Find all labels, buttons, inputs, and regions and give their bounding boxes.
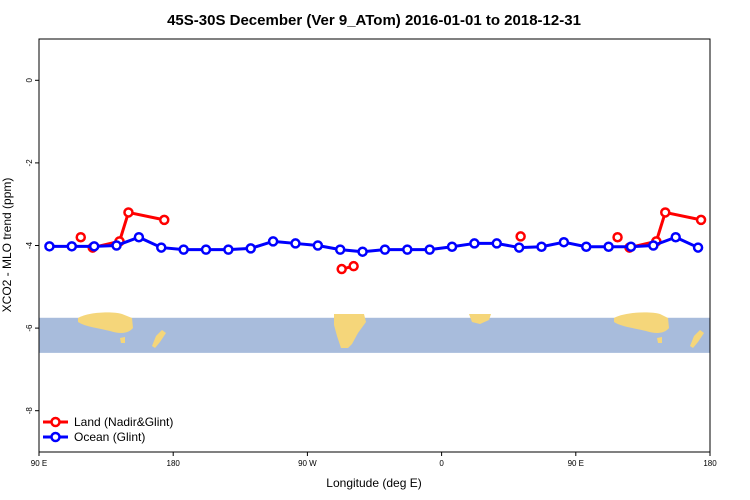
ocean-point [312, 240, 324, 251]
series-ocean [44, 231, 704, 257]
ocean-point [402, 244, 413, 255]
x-tick-label: 90 E [568, 459, 584, 468]
ocean-point [424, 244, 435, 255]
x-tick-label: 90 W [298, 459, 317, 468]
y-tick-label: -4 [25, 241, 34, 249]
land-point [612, 231, 623, 243]
x-tick-label: 90 E [31, 459, 47, 468]
ocean-point [357, 246, 368, 257]
ocean-point [513, 242, 525, 253]
x-tick-label: 180 [703, 459, 717, 468]
ocean-point [491, 238, 503, 249]
ocean-point [446, 241, 458, 252]
x-axis-label: Longitude (deg E) [326, 476, 421, 490]
ocean-point [670, 231, 681, 243]
ocean-point [334, 244, 346, 255]
new-zealand-landmass-repeat [690, 330, 704, 348]
legend: Land (Nadir&Glint) Ocean (Glint) [43, 415, 173, 444]
south-america-landmass [334, 314, 366, 348]
y-axis: 0 -2 -4 -6 -8 [25, 78, 39, 415]
legend-item-ocean: Ocean (Glint) [43, 430, 145, 444]
ocean-point [44, 241, 55, 252]
map-ocean-background [39, 317, 710, 353]
ocean-point [536, 241, 547, 252]
series-layer [44, 207, 707, 275]
ocean-point [469, 238, 480, 249]
y-tick-label: -2 [25, 159, 34, 167]
land-point [515, 231, 526, 242]
ocean-point [290, 238, 301, 249]
land-point [660, 207, 671, 218]
legend-land-label: Land (Nadir&Glint) [74, 415, 173, 429]
y-tick-label: 0 [25, 78, 34, 83]
legend-item-land: Land (Nadir&Glint) [43, 415, 173, 429]
ocean-point [88, 241, 100, 252]
land-point [348, 260, 359, 272]
x-tick-label: 180 [167, 459, 181, 468]
ocean-point [156, 242, 167, 253]
south-africa-landmass [469, 314, 491, 324]
ocean-point [580, 241, 592, 252]
ocean-point [66, 241, 78, 252]
land-point [159, 214, 170, 226]
ocean-point [648, 240, 659, 251]
ocean-point [133, 231, 145, 243]
ocean-point [603, 241, 614, 252]
legend-ocean-label: Ocean (Glint) [74, 430, 145, 444]
ocean-point [178, 244, 189, 255]
ocean-point [379, 244, 391, 255]
ocean-point [200, 244, 212, 255]
y-tick-label: -6 [25, 324, 34, 332]
y-axis-label: XCO2 - MLO trend (ppm) [0, 178, 14, 313]
land-point [75, 231, 87, 243]
map-strip [39, 312, 710, 353]
land-point [336, 263, 347, 275]
land-point [123, 207, 134, 218]
australia-landmass [78, 312, 133, 333]
ocean-point [558, 236, 570, 248]
ocean-point [223, 244, 234, 255]
ocean-point [625, 241, 637, 252]
plot-frame [38, 38, 711, 453]
x-axis: 90 E 180 90 W 0 90 E 180 [31, 452, 717, 468]
ocean-point [245, 243, 256, 254]
legend-ocean-marker [50, 431, 61, 443]
land-line-segment [629, 210, 702, 250]
legend-land-marker [50, 416, 61, 428]
y-tick-label: -8 [25, 407, 34, 415]
land-point [695, 214, 707, 226]
ocean-point [692, 242, 704, 253]
new-zealand-landmass [152, 330, 166, 348]
series-land [75, 207, 707, 275]
australia-landmass-repeat [614, 312, 669, 333]
tasmania-landmass-repeat [657, 337, 662, 343]
ocean-line-segment [49, 235, 699, 254]
tasmania-landmass [120, 337, 125, 343]
ocean-point [267, 236, 279, 247]
chart-title: 45S-30S December (Ver 9_ATom) 2016-01-01… [167, 12, 581, 29]
ocean-point [111, 240, 122, 251]
x-tick-label: 0 [439, 459, 444, 468]
